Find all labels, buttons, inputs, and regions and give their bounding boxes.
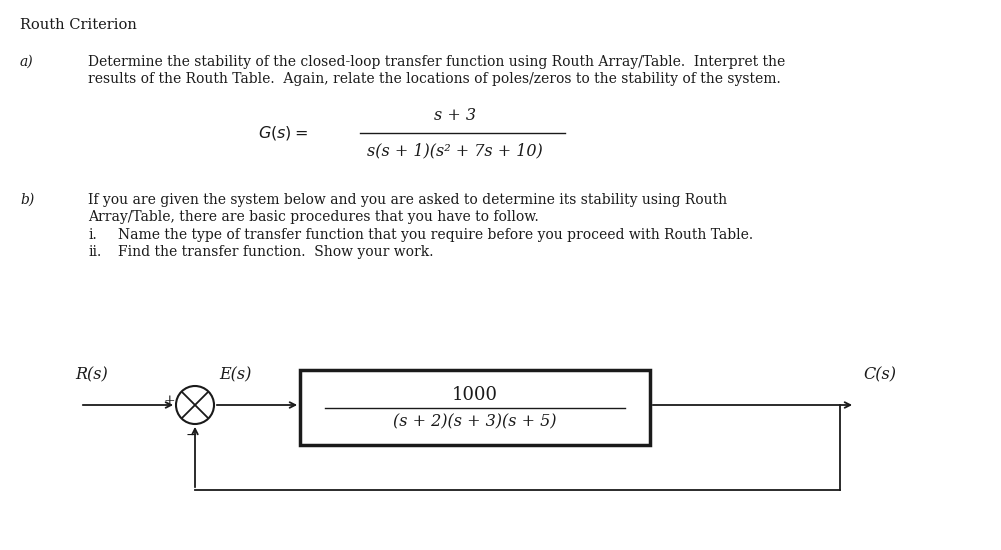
Text: results of the Routh Table.  Again, relate the locations of poles/zeros to the s: results of the Routh Table. Again, relat… [88,72,781,86]
Text: Find the transfer function.  Show your work.: Find the transfer function. Show your wo… [118,245,433,259]
Text: −: − [185,428,197,442]
Text: a): a) [20,55,34,69]
Text: (s + 2)(s + 3)(s + 5): (s + 2)(s + 3)(s + 5) [393,413,557,430]
Text: Array/Table, there are basic procedures that you have to follow.: Array/Table, there are basic procedures … [88,210,539,224]
Text: Determine the stability of the closed-loop transfer function using Routh Array/T: Determine the stability of the closed-lo… [88,55,785,69]
Text: R(s): R(s) [75,366,108,383]
Text: $\mathit{G}(s) =$: $\mathit{G}(s) =$ [258,124,308,142]
Text: s(s + 1)(s² + 7s + 10): s(s + 1)(s² + 7s + 10) [367,142,543,160]
Text: s + 3: s + 3 [434,107,476,124]
Text: ii.: ii. [88,245,101,259]
Text: b): b) [20,193,34,207]
Text: E(s): E(s) [219,366,251,383]
Text: If you are given the system below and you are asked to determine its stability u: If you are given the system below and yo… [88,193,727,207]
Text: 1000: 1000 [452,387,498,404]
Text: +: + [163,394,175,408]
Bar [300,370,650,445]
Text: Routh Criterion: Routh Criterion [20,18,137,32]
Text: i.: i. [88,228,97,242]
Text: C(s): C(s) [863,366,896,383]
Text: Name the type of transfer function that you require before you proceed with Rout: Name the type of transfer function that … [118,228,753,242]
